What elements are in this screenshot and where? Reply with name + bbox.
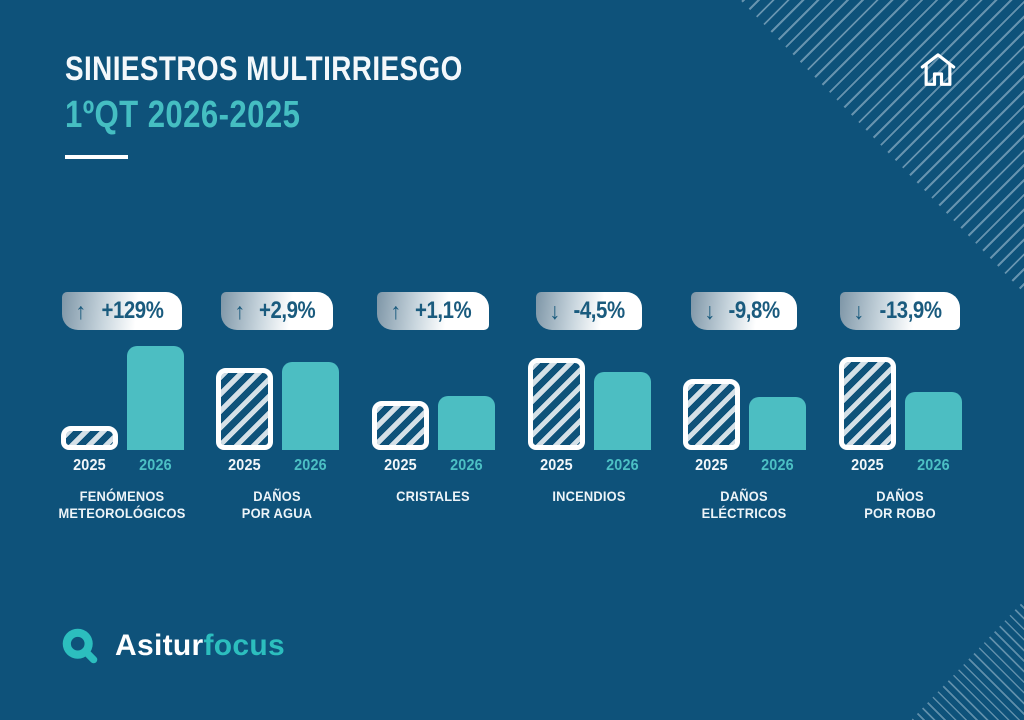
bar-2026	[748, 397, 806, 450]
category-label: INCENDIOS	[552, 488, 626, 504]
year-label-2025: 2025	[383, 457, 417, 474]
year-label-2025: 2025	[694, 457, 728, 474]
brand-name: Asiturfocus	[115, 631, 285, 661]
year-labels: 2025 2026	[37, 457, 207, 475]
change-value: +2,9%	[259, 297, 316, 324]
change-badge: ↓ -13,9%	[840, 292, 960, 330]
year-labels: 2025 2026	[815, 457, 985, 475]
change-value: -4,5%	[573, 297, 626, 324]
bar-2026	[904, 392, 962, 450]
bar-2026	[593, 372, 651, 450]
title-line1: SINIESTROS MULTIRRIESGO	[65, 50, 463, 88]
title-underline	[65, 155, 128, 159]
category-label: DAÑOS POR ROBO	[864, 488, 936, 521]
chart-group-incendios: ↓ -4,5% 2025 2026 INCENDIOS	[504, 292, 674, 505]
year-labels: 2025 2026	[659, 457, 829, 475]
change-badge: ↓ -4,5%	[535, 292, 643, 330]
change-value: +129%	[101, 297, 164, 324]
year-label-2026: 2026	[449, 457, 483, 474]
year-label-2025: 2025	[72, 457, 106, 474]
page-title: SINIESTROS MULTIRRIESGO 1ºQT 2026-2025	[65, 52, 550, 134]
year-labels: 2025 2026	[348, 457, 518, 475]
bar-pair	[37, 330, 207, 450]
brand-name-asitur: Asitur	[115, 629, 204, 662]
bar-pair	[348, 330, 518, 450]
year-label-2026: 2026	[760, 457, 794, 474]
trend-down-icon: ↓	[703, 297, 715, 324]
category-label: CRISTALES	[396, 488, 470, 504]
trend-up-icon: ↑	[233, 297, 245, 324]
change-value: -9,8%	[728, 297, 781, 324]
year-label-2026: 2026	[293, 457, 327, 474]
trend-up-icon: ↑	[389, 297, 401, 324]
category-label: FENÓMENOS METEOROLÓGICOS	[58, 488, 186, 521]
change-badge: ↓ -9,8%	[690, 292, 798, 330]
bar-2026	[281, 362, 339, 450]
bar-2025	[527, 358, 585, 450]
trend-down-icon: ↓	[853, 297, 865, 324]
magnifier-logo-icon	[62, 628, 98, 664]
chart-group-fenomenos-meteorologicos: ↑ +129% 2025 2026 FENÓMENOS METEOROLÓGIC…	[37, 292, 207, 522]
change-badge: ↑ +2,9%	[220, 292, 334, 330]
home-icon[interactable]	[918, 50, 958, 90]
trend-up-icon: ↑	[75, 297, 87, 324]
category-label: DAÑOS POR AGUA	[241, 488, 313, 521]
year-label-2026: 2026	[605, 457, 639, 474]
trend-down-icon: ↓	[548, 297, 560, 324]
brand-name-focus: focus	[203, 629, 285, 662]
change-value: -13,9%	[879, 297, 942, 324]
chart-group-cristales: ↑ +1,1% 2025 2026 CRISTALES	[348, 292, 518, 505]
bar-pair	[192, 330, 362, 450]
year-labels: 2025 2026	[192, 457, 362, 475]
change-badge: ↑ +1,1%	[376, 292, 490, 330]
chart-group-danos-electricos: ↓ -9,8% 2025 2026 DAÑOS ELÉCTRICOS	[659, 292, 829, 522]
bar-pair	[815, 330, 985, 450]
bar-2025	[215, 368, 273, 450]
bar-pair	[504, 330, 674, 450]
bar-2025	[838, 357, 896, 450]
bar-2026	[437, 396, 495, 450]
bar-2025	[682, 379, 740, 450]
bar-2026	[126, 346, 184, 450]
year-labels: 2025 2026	[504, 457, 674, 475]
bar-2025	[60, 426, 118, 450]
change-value: +1,1%	[415, 297, 472, 324]
chart-group-danos-por-robo: ↓ -13,9% 2025 2026 DAÑOS POR ROBO	[815, 292, 985, 522]
chart-group-danos-por-agua: ↑ +2,9% 2025 2026 DAÑOS POR AGUA	[192, 292, 362, 522]
year-label-2025: 2025	[227, 457, 261, 474]
year-label-2026: 2026	[138, 457, 172, 474]
bar-2025	[371, 401, 429, 450]
year-label-2025: 2025	[539, 457, 573, 474]
year-label-2025: 2025	[850, 457, 884, 474]
change-badge: ↑ +129%	[62, 292, 182, 330]
title-line2: 1ºQT 2026-2025	[65, 94, 301, 136]
brand-logo: Asiturfocus	[60, 626, 285, 666]
year-label-2026: 2026	[916, 457, 950, 474]
category-label: DAÑOS ELÉCTRICOS	[701, 488, 787, 521]
bar-pair	[659, 330, 829, 450]
